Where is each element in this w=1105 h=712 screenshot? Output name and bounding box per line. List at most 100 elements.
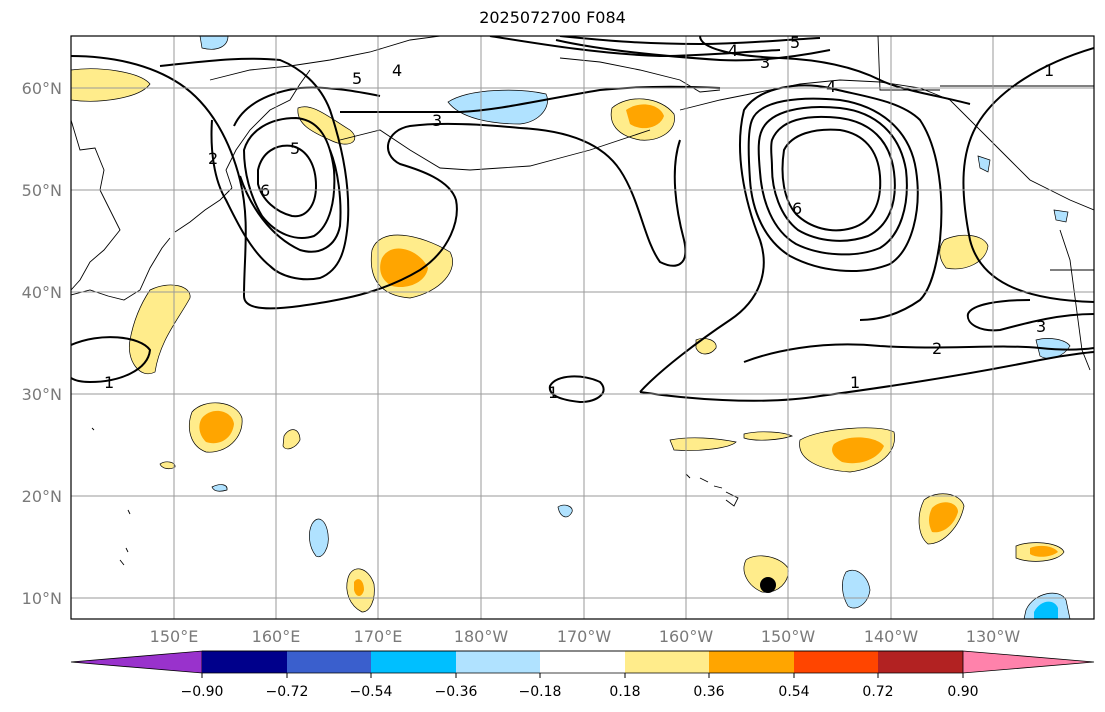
colorbar-segment	[794, 651, 878, 673]
shade-yellow-kamchatka	[297, 106, 356, 145]
contour-1-ne	[962, 47, 1094, 303]
colorbar-segment	[625, 651, 709, 673]
contour-5-ring	[770, 115, 896, 242]
contour-label: 5	[790, 33, 800, 52]
contour-label: 4	[826, 77, 836, 96]
contour-3-north	[340, 85, 721, 113]
shade-orange-east3	[1030, 545, 1058, 557]
contour-5-north	[559, 36, 821, 46]
lon-tick-label: 180°W	[454, 627, 509, 646]
colorbar-tick-label: 0.18	[609, 684, 640, 700]
coast-alaska-south	[679, 79, 971, 121]
lat-tick-label: 50°N	[22, 181, 62, 200]
lon-tick-label: 170°E	[354, 627, 403, 646]
contour-label: 1	[548, 383, 558, 402]
coast-bc	[969, 119, 1094, 211]
contour-label: 1	[104, 373, 114, 392]
contour-label: 2	[932, 339, 942, 358]
contour-3-east	[966, 299, 1094, 332]
lon-labels: 150°E 160°E 170°E 180°W 170°W 160°W 150°…	[150, 627, 1021, 646]
colorbar-segment	[287, 651, 371, 673]
coast-islands-west	[91, 427, 131, 566]
lon-tick-label: 140°W	[864, 627, 919, 646]
lon-tick-label: 150°E	[150, 627, 199, 646]
coast-kamchatka	[225, 69, 311, 189]
contour-label: 5	[352, 69, 362, 88]
shade-yellow-central-south	[743, 555, 789, 593]
coast-siberia	[209, 36, 441, 81]
colorbar-segment	[709, 651, 794, 673]
lat-tick-label: 60°N	[22, 79, 62, 98]
shade-blue-top	[199, 36, 229, 50]
coast-hawaii	[685, 473, 739, 507]
contour-1-main	[639, 351, 1094, 402]
shade-yellow-small1	[282, 429, 301, 450]
colorbar-tick-label: 0.72	[862, 684, 893, 700]
coast-canada-borders	[877, 36, 1094, 271]
lat-labels: 10°N 20°N 30°N 40°N 50°N 60°N	[22, 79, 62, 608]
lon-tick-label: 170°W	[557, 627, 612, 646]
lat-tick-label: 10°N	[22, 589, 62, 608]
colorbar-segment	[540, 651, 625, 673]
contour-4-north	[489, 36, 781, 58]
contour-lines	[71, 36, 1094, 404]
contour-4-ring	[757, 106, 908, 256]
colorbar-segment	[456, 651, 540, 673]
contour-1-central	[548, 375, 605, 404]
shade-blue-small2	[309, 518, 329, 558]
shade-orange-south	[354, 579, 364, 596]
shade-yellow-nw	[71, 68, 151, 102]
colorbar-segment	[202, 651, 287, 673]
colorbar-tick-label: 0.36	[693, 684, 724, 700]
shade-yellow-hawaii-n1	[669, 437, 737, 451]
lat-tick-label: 40°N	[22, 283, 62, 302]
shade-blue-east	[842, 569, 871, 609]
contour-2-east	[743, 343, 1094, 363]
coast-alaska-west	[559, 57, 721, 93]
contour-3-west	[159, 57, 350, 281]
colorbar-tick-label: 0.90	[947, 684, 978, 700]
colorbar: −0.90 −0.72 −0.54 −0.36 −0.18 0.18 0.36 …	[70, 650, 1095, 700]
contour-1-north	[699, 36, 971, 105]
coast-asia	[71, 119, 121, 291]
colorbar-extend-left	[70, 650, 203, 674]
contour-label: 3	[760, 53, 770, 72]
contour-2-west	[71, 55, 521, 310]
shade-yellow-hawaii-n2	[743, 431, 793, 441]
coast-japan	[71, 237, 171, 301]
shade-yellow-japan	[128, 284, 191, 375]
colorbar-tick-label: 0.54	[778, 684, 809, 700]
shade-blue-small3	[557, 504, 573, 518]
map-area: 1 1 1 1 2 2 3 3 3 4 4 4 5 5 5 6 6	[71, 33, 1094, 619]
shade-blue-ne3	[1053, 209, 1069, 223]
contour-6-west	[257, 144, 318, 218]
contour-label: 2	[208, 149, 218, 168]
contour-1-west	[71, 336, 152, 384]
lon-tick-label: 160°E	[252, 627, 301, 646]
contour-label: 1	[850, 373, 860, 392]
contour-label: 3	[1036, 317, 1046, 336]
contour-3-ring	[747, 97, 919, 272]
map-frame	[70, 35, 1095, 620]
contour-5-west	[242, 116, 336, 239]
contour-label: 3	[432, 111, 442, 130]
colorbar-segment	[878, 651, 963, 673]
contour-label: 5	[290, 139, 300, 158]
contour-label: 1	[1044, 61, 1054, 80]
lon-tick-label: 130°W	[966, 627, 1021, 646]
colorbar-tick-label: −0.72	[266, 684, 309, 700]
storm-center-marker	[760, 577, 776, 593]
shaded-regions	[71, 36, 1071, 619]
map-title: 2025072700 F084	[479, 8, 626, 27]
shade-deepblue-se	[1034, 601, 1058, 619]
contour-2-ring	[639, 84, 943, 393]
colorbar-extend-right	[962, 650, 1095, 674]
shade-orange-dateline	[380, 248, 428, 288]
contour-label: 4	[728, 41, 738, 60]
shade-blue-ne2	[977, 155, 991, 173]
lon-tick-label: 160°W	[659, 627, 714, 646]
colorbar-tick-label: −0.90	[181, 684, 224, 700]
colorbar-tick-label: −0.18	[519, 684, 562, 700]
coast-aleutians	[339, 129, 651, 171]
